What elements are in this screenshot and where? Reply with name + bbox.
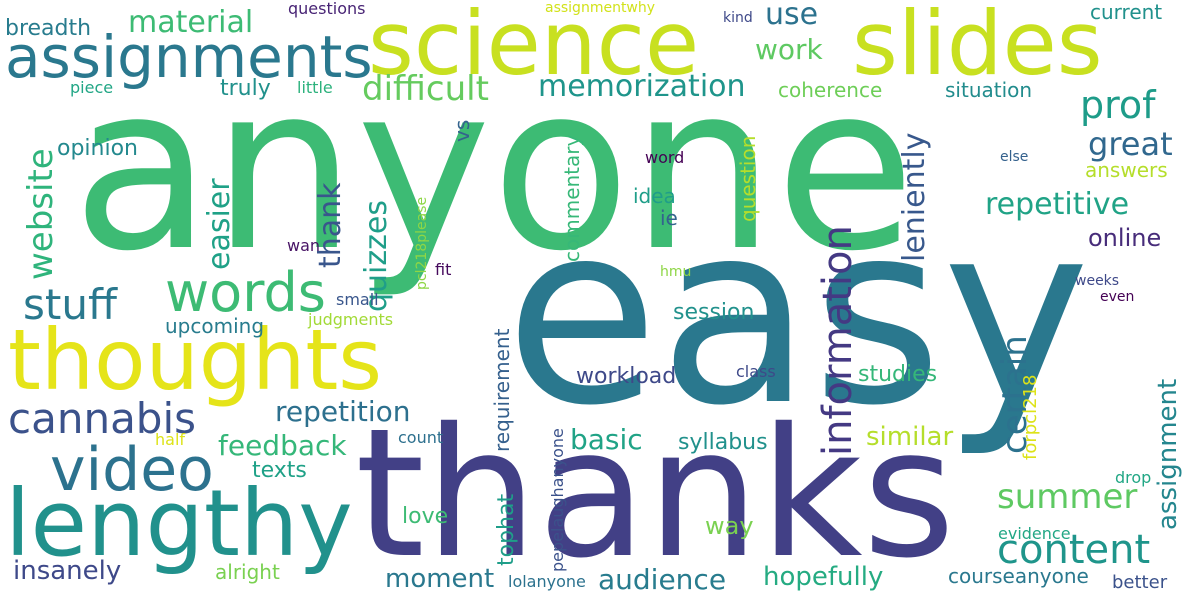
word-difficult: difficult <box>362 69 489 109</box>
word-work: work <box>755 33 823 66</box>
word-assignments: assignments <box>5 23 373 91</box>
word-easy: easy <box>505 169 1091 460</box>
word-basic: basic <box>570 423 643 456</box>
word-insanely: insanely <box>13 556 122 586</box>
word-moment: moment <box>385 564 495 594</box>
word-way: way <box>705 512 754 540</box>
word-ie: ie <box>660 206 678 230</box>
word-love: love <box>402 504 449 529</box>
word-current: current <box>1090 0 1163 24</box>
word-requirement: requirement <box>490 328 514 452</box>
word-easier: easier <box>202 178 237 270</box>
word-tophat: tophat <box>494 493 519 566</box>
word-question: question <box>736 135 760 222</box>
word-slides: slides <box>852 0 1103 95</box>
word-class: class <box>736 362 776 381</box>
word-hopefully: hopefully <box>763 562 884 592</box>
word-repetition: repetition <box>275 395 411 428</box>
word-hmu: hmu <box>660 264 692 280</box>
word-similar: similar <box>866 422 954 452</box>
word-content: content <box>997 527 1151 573</box>
word-assignmentwhy: assignmentwhy <box>545 0 656 16</box>
word-repetitive: repetitive <box>985 187 1130 222</box>
word-alright: alright <box>215 560 280 584</box>
word-piece: piece <box>70 78 114 97</box>
word-weeks: weeks <box>1075 273 1120 289</box>
word-audience: audience <box>598 563 727 596</box>
word-situation: situation <box>945 78 1033 102</box>
word-thank: thank <box>313 182 348 268</box>
word-stuff: stuff <box>23 280 117 329</box>
word-summer: summer <box>997 477 1138 517</box>
word-words: words <box>165 261 326 324</box>
word-wan: wan <box>287 236 321 255</box>
word-assignment: assignment <box>1153 378 1183 530</box>
word-drop: drop <box>1115 468 1152 487</box>
word-small: small <box>336 290 379 309</box>
word-upcoming: upcoming <box>165 314 265 338</box>
word-idea: idea <box>633 184 676 208</box>
word-texts: texts <box>252 458 307 483</box>
word-forpcl218: forpcl218 <box>1020 374 1041 460</box>
word-leniently: leniently <box>897 132 932 262</box>
word-lengthy: lengthy <box>5 470 353 577</box>
word-material: material <box>128 5 254 40</box>
word-vs: vs <box>450 119 474 142</box>
word-half: half <box>155 430 186 449</box>
word-session: session <box>673 300 755 325</box>
word-little: little <box>297 78 333 97</box>
word-syllabus: syllabus <box>678 430 768 455</box>
word-information: information <box>815 225 861 456</box>
word-science: science <box>368 0 700 95</box>
word-coherence: coherence <box>778 78 883 102</box>
word-courseanyone: courseanyone <box>948 564 1089 588</box>
word-website: website <box>21 148 61 280</box>
word-even: even <box>1100 289 1135 305</box>
word-feedback: feedback <box>218 429 347 462</box>
word-thoughts: thoughts <box>8 311 383 409</box>
word-cannabis: cannabis <box>8 394 197 443</box>
word-kind: kind <box>723 10 753 26</box>
word-studies: studies <box>858 362 938 387</box>
word-breadth: breadth <box>5 16 92 41</box>
word-judgments: judgments <box>308 310 394 329</box>
word-great: great <box>1088 125 1173 163</box>
word-word: word <box>645 148 685 167</box>
word-else: else <box>1000 149 1029 165</box>
word-commentary: commentary <box>560 134 584 262</box>
word-count: count <box>398 428 444 447</box>
word-pepelaughanyone: pepelaughanyone <box>548 428 567 572</box>
word-opinion: opinion <box>57 136 138 161</box>
word-workload: workload <box>576 364 677 389</box>
word-prof: prof <box>1080 83 1156 127</box>
word-lolanyone: lolanyone <box>508 572 586 591</box>
word-thanks: thanks <box>355 390 956 597</box>
word-anyone: anyone <box>72 35 916 301</box>
word-online: online <box>1088 224 1162 252</box>
word-use: use <box>765 0 819 32</box>
word-answers: answers <box>1085 158 1168 182</box>
word-fit: fit <box>435 260 452 279</box>
word-pcl218please: pcl218please <box>414 196 430 290</box>
word-memorization: memorization <box>538 69 746 104</box>
word-questions: questions <box>288 0 366 18</box>
word-evidence: evidence <box>998 524 1071 543</box>
word-truly: truly <box>220 76 271 101</box>
word-better: better <box>1112 572 1168 593</box>
word-video: video <box>50 435 214 505</box>
